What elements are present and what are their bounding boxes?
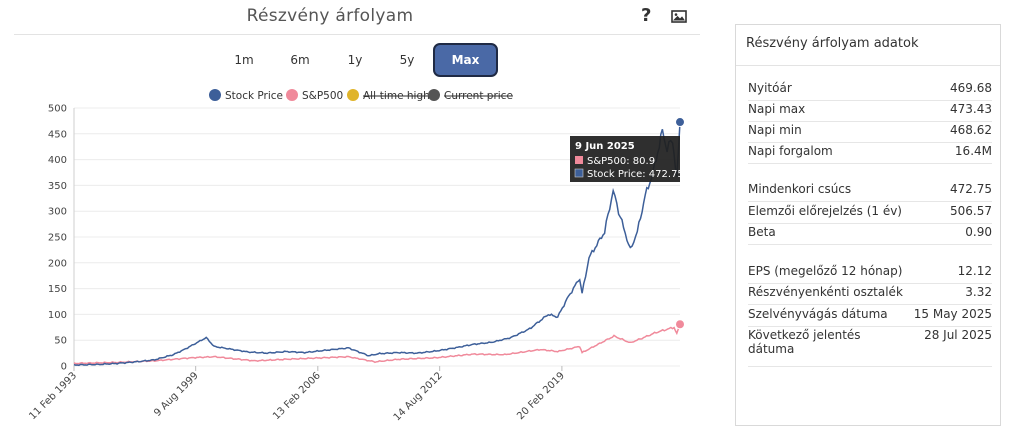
stat-row-dividend: Részvényenkénti osztalék 3.32 — [748, 285, 992, 305]
chart-title: Részvény árfolyam — [246, 6, 414, 26]
range-button-max[interactable]: Max — [433, 43, 498, 77]
sp500-line — [73, 324, 681, 365]
stock-price-line — [73, 122, 681, 367]
tooltip-sp500: S&P500: 80.9 — [587, 156, 655, 167]
legend-label: S&P500 — [302, 90, 343, 102]
range-button-5y[interactable]: 5y — [399, 53, 415, 67]
legend-marker — [428, 89, 440, 101]
image-download-icon[interactable] — [671, 10, 687, 23]
tooltip-sp500-swatch — [575, 156, 583, 164]
stat-row-next-report: Következő jelentés dátuma 28 Jul 2025 — [748, 328, 992, 367]
stat-label: Napi min — [748, 123, 802, 137]
stat-row-beta: Beta 0.90 — [748, 225, 992, 245]
stats-title: Részvény árfolyam adatok — [746, 36, 919, 51]
tooltip-date: 9 Jun 2025 — [575, 141, 635, 152]
legend-label: All-time high — [363, 90, 430, 102]
y-tick-label: 500 — [48, 104, 67, 115]
y-tick-label: 300 — [48, 207, 67, 218]
stat-value: 12.12 — [957, 264, 992, 278]
stat-value: 16.4M — [954, 144, 992, 158]
stat-label: Szelvényvágás dátuma — [748, 307, 888, 321]
legend-marker — [347, 89, 359, 101]
stat-value: 3.32 — [965, 285, 992, 299]
stat-row-eps: EPS (megelőző 12 hónap) 12.12 — [748, 264, 992, 284]
stat-value: 15 May 2025 — [913, 307, 992, 321]
y-tick-label: 150 — [48, 284, 67, 295]
range-button-6m[interactable]: 6m — [290, 53, 310, 67]
x-tick-label: 14 Aug 2012 — [392, 370, 445, 423]
stat-value: 473.43 — [950, 102, 992, 116]
stat-label-line2: dátuma — [748, 342, 795, 356]
stat-value: 469.68 — [950, 81, 992, 95]
y-tick-label: 200 — [48, 258, 67, 269]
help-icon[interactable]: ? — [641, 5, 652, 26]
range-button-1y[interactable]: 1y — [347, 53, 363, 67]
y-tick-label: 250 — [48, 233, 67, 244]
stat-row-day-low: Napi min 468.62 — [748, 123, 992, 143]
stats-panel: Részvény árfolyam adatok Nyitóár 469.68 … — [735, 24, 1001, 426]
title-divider — [14, 34, 700, 35]
stock-price-chart[interactable]: Stock Price S&P500 All-time high Current pr… — [0, 80, 700, 436]
stat-label-line1: Következő jelentés — [748, 328, 861, 342]
tooltip-stock-swatch — [574, 168, 584, 178]
tooltip-stock: Stock Price: 472.75 — [587, 169, 684, 180]
chart-panel: Részvény árfolyam ? 1m 6m 1y 5y Max Stoc… — [0, 5, 700, 436]
y-tick-label: 400 — [48, 155, 67, 166]
stat-label: Következő jelentés dátuma — [748, 328, 861, 356]
legend-marker — [209, 89, 221, 101]
x-tick-label: 13 Feb 2006 — [271, 370, 323, 422]
y-tick-label: 50 — [54, 336, 67, 347]
stat-value: 472.75 — [950, 182, 992, 196]
stat-row-ex-dividend-date: Szelvényvágás dátuma 15 May 2025 — [748, 307, 992, 327]
stat-row-analyst-forecast: Elemzői előrejelzés (1 év) 506.57 — [748, 204, 992, 224]
stat-label: Nyitóár — [748, 81, 792, 95]
stat-value: 468.62 — [950, 123, 992, 137]
stat-value: 28 Jul 2025 — [924, 328, 992, 342]
range-button-1m[interactable]: 1m — [234, 53, 254, 67]
legend-label: Stock Price — [225, 90, 283, 102]
stat-row-day-high: Napi max 473.43 — [748, 102, 992, 122]
stat-label: EPS (megelőző 12 hónap) — [748, 264, 903, 278]
stat-label: Beta — [748, 225, 776, 239]
stock-price-last-point — [675, 117, 685, 128]
stat-row-open: Nyitóár 469.68 — [748, 81, 992, 101]
stat-row-all-time-high: Mindenkori csúcs 472.75 — [748, 182, 992, 202]
stat-label: Napi forgalom — [748, 144, 833, 158]
x-tick-label: 20 Feb 2019 — [515, 370, 567, 422]
stats-title-divider — [736, 65, 1000, 66]
y-tick-label: 0 — [61, 362, 67, 373]
y-tick-label: 100 — [48, 310, 67, 321]
stat-label: Mindenkori csúcs — [748, 182, 852, 196]
x-tick-label: 11 Feb 1993 — [27, 370, 79, 422]
legend-marker — [286, 89, 298, 101]
tooltip-box — [570, 136, 680, 182]
stat-row-volume: Napi forgalom 16.4M — [748, 144, 992, 164]
stat-label: Napi max — [748, 102, 806, 116]
stat-label: Elemzői előrejelzés (1 év) — [748, 204, 902, 218]
y-tick-label: 450 — [48, 129, 67, 140]
sp500-last-point — [675, 319, 685, 330]
stat-value: 0.90 — [965, 225, 992, 239]
stat-label: Részvényenkénti osztalék — [748, 285, 903, 299]
legend-label: Current price — [444, 90, 513, 102]
x-tick-label: 9 Aug 1999 — [152, 370, 201, 419]
y-tick-label: 350 — [48, 181, 67, 192]
stat-value: 506.57 — [950, 204, 992, 218]
